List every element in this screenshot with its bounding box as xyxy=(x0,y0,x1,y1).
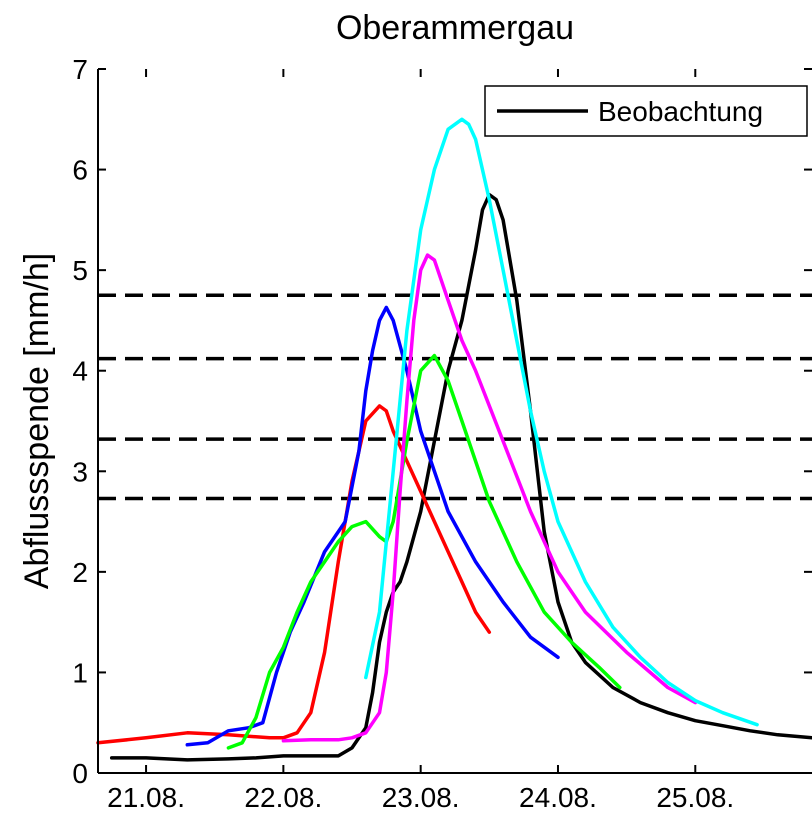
y-tick-label: 6 xyxy=(72,155,88,186)
axes: 0 1 2 3 4 5 6 7 21.08. 22.08. 23.08. 24.08. 25.08. xyxy=(72,54,812,813)
plot-area xyxy=(96,117,812,762)
y-tick-label: 1 xyxy=(72,657,88,688)
legend-label-beobachtung: Beobachtung xyxy=(598,96,763,127)
series-line-4 xyxy=(226,353,622,750)
series-line-beobachtung xyxy=(109,192,812,762)
x-tick-label: 22.08. xyxy=(244,782,322,813)
y-tick-label: 7 xyxy=(72,54,88,85)
x-tick-label: 24.08. xyxy=(519,782,597,813)
y-tick-label: 3 xyxy=(72,456,88,487)
x-tick-label: 21.08. xyxy=(107,782,185,813)
y-tick-label: 5 xyxy=(72,255,88,286)
series-line-5 xyxy=(281,253,698,743)
x-tick-label: 25.08. xyxy=(656,782,734,813)
x-tick-label: 23.08. xyxy=(382,782,460,813)
y-tick-label: 4 xyxy=(72,356,88,387)
chart-title: Oberammergau xyxy=(336,9,574,47)
series-line-6 xyxy=(364,117,759,727)
y-tick-label: 2 xyxy=(72,557,88,588)
series-line-3 xyxy=(185,305,560,747)
legend: Beobachtung xyxy=(484,85,808,137)
y-axis-label: Abflussspende [mm/h] xyxy=(18,253,56,589)
y-tick-label: 0 xyxy=(72,758,88,789)
